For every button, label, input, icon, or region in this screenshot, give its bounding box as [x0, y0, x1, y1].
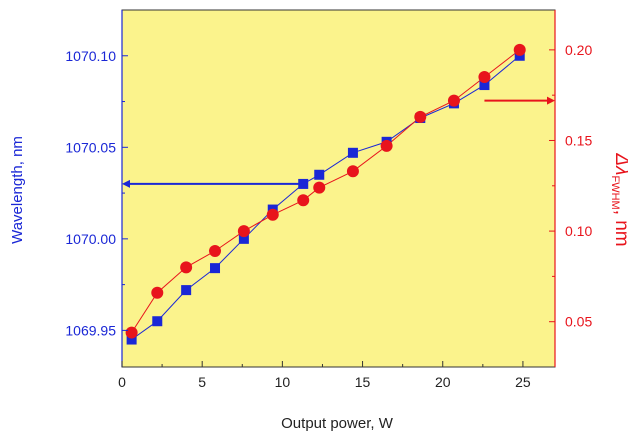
fwhm-point: [414, 111, 426, 123]
fwhm-point: [209, 245, 221, 257]
y-axis-right-label-unit: , nm: [611, 210, 628, 247]
fwhm-point: [347, 165, 359, 177]
y-left-tick-label: 1069.95: [65, 322, 116, 338]
x-tick-label: 10: [275, 374, 291, 390]
fwhm-point: [381, 140, 393, 152]
y-left-tick-label: 1070.05: [65, 139, 116, 155]
fwhm-point: [297, 194, 309, 206]
y-right-tick-label: 0.20: [565, 42, 592, 58]
x-tick-label: 20: [435, 374, 451, 390]
wavelength-point: [348, 148, 358, 158]
fwhm-point: [126, 327, 138, 339]
wavelength-point: [152, 316, 162, 326]
fwhm-point: [514, 44, 526, 56]
y-right-tick-label: 0.15: [565, 132, 592, 148]
x-axis-label: Output power, W: [281, 415, 394, 432]
wavelength-point: [314, 170, 324, 180]
fwhm-point: [238, 225, 250, 237]
y-axis-right-label-subscript: FWHM: [609, 175, 621, 209]
y-left-tick-label: 1070.00: [65, 231, 116, 247]
wavelength-point: [210, 263, 220, 273]
y-axis-right-label-symbol: Δλ: [611, 152, 628, 175]
fwhm-point: [180, 261, 192, 273]
plot-area: [122, 10, 555, 367]
fwhm-point: [313, 182, 325, 194]
fwhm-point: [151, 287, 163, 299]
x-tick-label: 15: [355, 374, 371, 390]
y-axis-left-label: Wavelength, nm: [9, 136, 26, 244]
fwhm-point: [267, 209, 279, 221]
wavelength-point: [298, 179, 308, 189]
y-left-tick-label: 1070.10: [65, 48, 116, 64]
plot-background: [122, 10, 555, 367]
y-axis-right-label: ΔλFWHM, nm: [609, 152, 628, 246]
wavelength-point: [181, 285, 191, 295]
x-tick-label: 5: [198, 374, 206, 390]
x-tick-label: 0: [118, 374, 126, 390]
y-right-tick-label: 0.05: [565, 314, 592, 330]
x-tick-label: 25: [515, 374, 531, 390]
y-right-tick-label: 0.10: [565, 223, 592, 239]
fwhm-point: [478, 71, 490, 83]
fwhm-point: [448, 95, 460, 107]
